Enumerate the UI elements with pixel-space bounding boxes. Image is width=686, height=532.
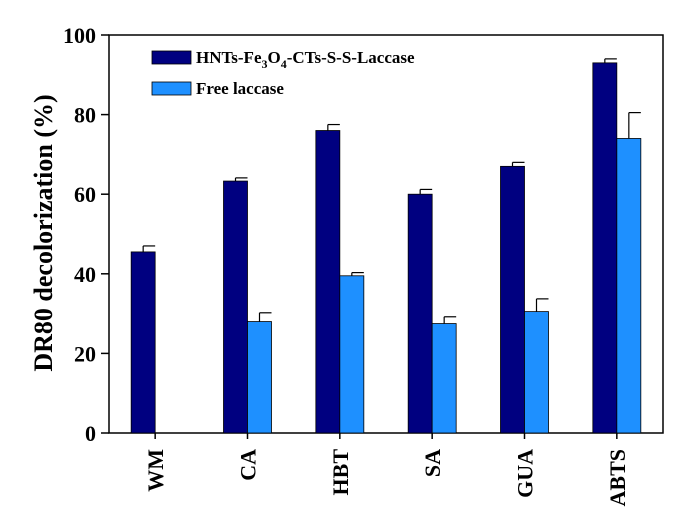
x-tick-label-abts: ABTS: [605, 449, 630, 506]
y-tick-label: 100: [63, 23, 96, 48]
legend: HNTs-Fe3O4-CTs-S-S-Laccase Free laccase: [151, 48, 415, 98]
legend-swatch-free-laccase: [151, 81, 192, 96]
legend-swatch-hnts-laccase: [151, 50, 192, 65]
x-tick-label-ca: CA: [236, 449, 261, 481]
bar-gua-series-1: [500, 165, 525, 434]
bars: [130, 62, 642, 434]
legend-label-hnts-laccase: HNTs-Fe3O4-CTs-S-S-Laccase: [196, 48, 415, 71]
y-axis-title: DR80 decolorization (%): [29, 94, 58, 371]
x-tick-label-hbt: HBT: [328, 449, 353, 496]
bar-ca-series-1: [223, 180, 248, 434]
bar-sa-series-1: [407, 193, 433, 434]
legend-label-free-laccase: Free laccase: [196, 79, 284, 98]
bar-sa-series-2: [431, 323, 457, 434]
y-tick-label: 40: [74, 262, 96, 287]
y-tick-label: 0: [85, 421, 96, 446]
bar-hbt-series-1: [315, 130, 341, 434]
bar-abts-series-2: [616, 138, 642, 434]
y-axis-ticks: 0 20 40 60 80 100: [63, 23, 109, 446]
y-tick-label: 60: [74, 182, 96, 207]
y-tick-label: 80: [74, 103, 96, 128]
error-bars: [142, 58, 641, 324]
plot-area-border: [108, 34, 664, 434]
bar-wm-series-1: [130, 251, 156, 434]
x-axis-labels: WM CA HBT SA GUA ABTS: [143, 433, 630, 506]
x-tick-label-wm: WM: [143, 449, 168, 492]
bar-abts-series-1: [592, 62, 618, 434]
bar-ca-series-2: [247, 321, 272, 434]
y-tick-label: 20: [74, 341, 96, 366]
bar-hbt-series-2: [339, 275, 365, 434]
x-tick-label-gua: GUA: [513, 449, 538, 498]
plot-frame: [108, 34, 664, 434]
bar-gua-series-2: [524, 311, 549, 434]
x-tick-label-sa: SA: [420, 449, 445, 477]
